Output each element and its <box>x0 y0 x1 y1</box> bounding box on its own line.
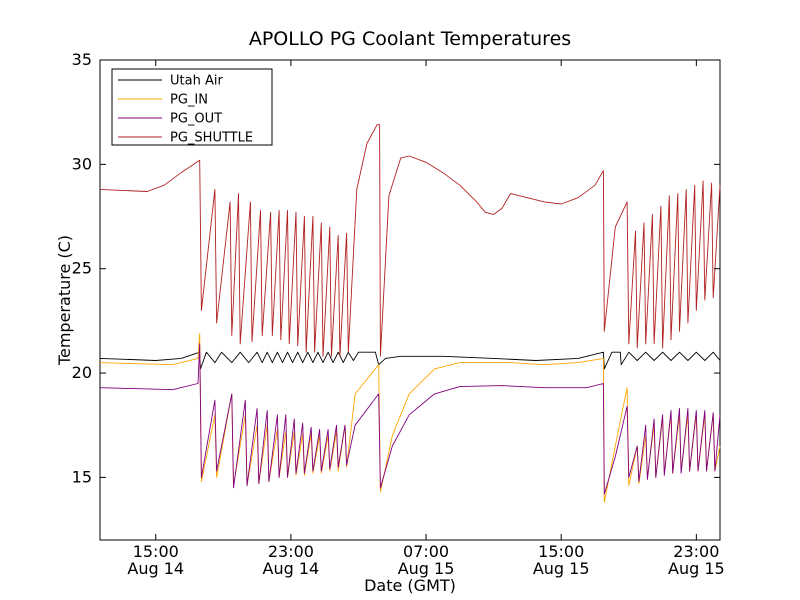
x-tick-time-label: 15:00 <box>133 542 179 561</box>
y-tick-label: 15 <box>72 467 92 486</box>
x-axis-label: Date (GMT) <box>364 576 456 595</box>
legend: Utah Air PG_IN PG_OUT PG_SHUTTLE <box>111 68 273 146</box>
legend-label: PG_SHUTTLE <box>170 131 253 146</box>
x-tick-date-label: Aug 14 <box>127 559 184 578</box>
y-tick-label: 20 <box>72 363 92 382</box>
x-tick-date-label: Aug 15 <box>533 559 590 578</box>
legend-label: PG_IN <box>170 93 208 108</box>
plot-frame <box>99 59 721 541</box>
x-tick-time-label: 23:00 <box>268 542 314 561</box>
x-tick-time-label: 15:00 <box>538 542 584 561</box>
y-axis-label: Temperature (C) <box>55 235 74 366</box>
x-tick-date-label: Aug 15 <box>668 559 725 578</box>
x-tick-date-label: Aug 14 <box>263 559 320 578</box>
y-tick-label: 25 <box>72 259 92 278</box>
legend-box <box>111 68 273 146</box>
series-line-pg-out <box>99 343 721 495</box>
x-tick-date-label: Aug 15 <box>398 559 455 578</box>
legend-label: Utah Air <box>170 74 223 89</box>
x-tick-time-label: 07:00 <box>403 542 449 561</box>
series-layer <box>99 124 721 503</box>
x-tick-time-label: 23:00 <box>673 542 719 561</box>
y-tick-label: 30 <box>72 154 92 173</box>
chart-title: APOLLO PG Coolant Temperatures <box>249 28 571 50</box>
series-line-pg-shuttle <box>99 124 721 357</box>
series-line-utah-air <box>99 351 721 370</box>
legend-label: PG_OUT <box>170 112 222 127</box>
y-tick-label: 35 <box>72 50 92 69</box>
